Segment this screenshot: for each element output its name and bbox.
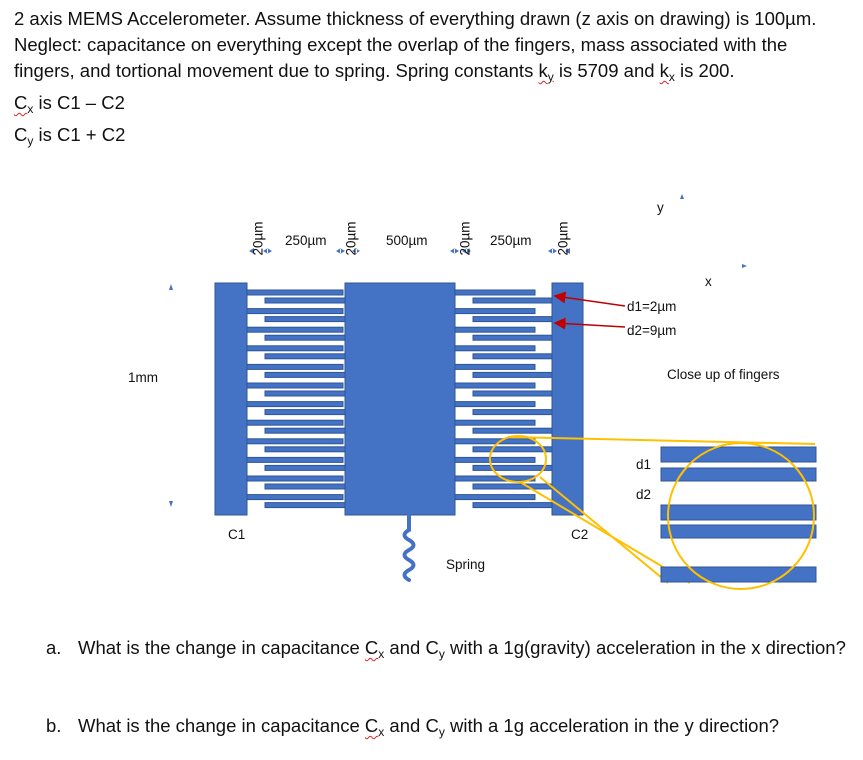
question-b: b. What is the change in capacitance Cx … (46, 713, 846, 745)
mass-finger (264, 297, 346, 304)
mass-finger (264, 464, 346, 471)
closeup-title: Close up of fingers (667, 367, 780, 382)
d1-value: d1=2µm (627, 299, 677, 314)
mass-finger (454, 494, 536, 501)
anchor-finger (246, 289, 344, 296)
anchor-finger (472, 409, 553, 416)
mass-finger (264, 353, 346, 360)
mass-finger (264, 371, 346, 378)
height-dimension-arrow-down (169, 501, 173, 507)
anchor-finger (472, 316, 553, 323)
anchor-finger (472, 464, 553, 471)
dim-height: 1mm (128, 370, 158, 385)
mass-finger (264, 446, 346, 453)
dim-gap-left: 250µm (285, 233, 327, 248)
anchor-finger (246, 438, 344, 445)
proof-mass (344, 282, 456, 516)
anchor-finger (246, 326, 344, 333)
closeup-source-circle (489, 435, 547, 483)
mass-finger (454, 401, 536, 408)
anchor-finger (246, 308, 344, 315)
mass-finger (264, 502, 346, 509)
mass-finger (264, 334, 346, 341)
question-a-text: What is the change in capacitance Cx and… (78, 637, 846, 661)
closeup-link-line-bottom (519, 481, 691, 584)
anchor-finger (472, 446, 553, 453)
mass-finger (264, 483, 346, 490)
x-axis-arrow-icon (742, 264, 747, 268)
mass-finger (454, 289, 536, 296)
anchor-finger (246, 363, 344, 370)
spring-label: Spring (446, 557, 486, 572)
mass-finger (264, 390, 346, 397)
dim-finger-width-right: 20µm (555, 221, 571, 256)
question-a-letter: a. (46, 637, 62, 658)
question-b-letter: b. (46, 715, 62, 736)
spring-icon (402, 513, 416, 582)
anchor-finger (472, 427, 553, 434)
closeup-fingers (660, 446, 817, 583)
mass-finger (264, 316, 346, 323)
dim-gap-right: 250µm (490, 233, 532, 248)
problem-intro: 2 axis MEMS Accelerometer. Assume thickn… (14, 8, 817, 84)
anchor-finger (472, 502, 553, 509)
mass-finger (264, 409, 346, 416)
mass-finger (264, 427, 346, 434)
anchor-finger (246, 382, 344, 389)
cy-definition: Cy is C1 + C2 (14, 124, 126, 148)
anchor-finger (246, 475, 344, 482)
anchor-finger (472, 297, 553, 304)
anchor-finger (246, 494, 344, 501)
anchor-finger (246, 345, 344, 352)
dim-finger-width-mid-right: 20µm (457, 221, 473, 256)
closeup-link-line-bottom-2 (539, 476, 669, 584)
dimension-ticks (249, 248, 570, 254)
right-anchor (551, 282, 584, 516)
question-b-text: What is the change in capacitance Cx and… (78, 715, 780, 739)
closeup-d2-label: d2 (636, 487, 652, 502)
mass-finger (454, 326, 536, 333)
c2-label: C2 (571, 527, 589, 542)
mass-finger (454, 363, 536, 370)
anchor-finger (472, 353, 553, 360)
mass-finger (454, 419, 536, 426)
axis-y-label: y (657, 200, 664, 215)
dim-mass-width: 500µm (386, 233, 428, 248)
d2-pointer-arrow (553, 317, 626, 330)
c1-label: C1 (228, 527, 246, 542)
anchor-finger (472, 483, 553, 490)
right-comb-fingers (454, 289, 553, 509)
ky-symbol: ky (538, 60, 554, 84)
dim-finger-width-mid-left: 20µm (343, 221, 359, 256)
question-a: a. What is the change in capacitance Cx … (46, 635, 846, 667)
kx-symbol: kx (659, 60, 675, 84)
dim-finger-width-left: 20µm (250, 221, 266, 256)
closeup-d1-label: d1 (636, 457, 652, 472)
mass-finger (454, 475, 536, 482)
height-dimension-arrow-up (169, 284, 173, 290)
anchor-finger (472, 371, 553, 378)
closeup-link-line-top (507, 436, 816, 445)
closeup-circle (667, 442, 815, 590)
cx-definition: Cx is C1 – C2 (14, 92, 125, 116)
mass-finger (454, 438, 536, 445)
anchor-finger (472, 334, 553, 341)
anchor-finger (246, 456, 344, 463)
d1-pointer-arrow (553, 291, 626, 307)
mass-finger (454, 456, 536, 463)
anchor-finger (472, 390, 553, 397)
mass-finger (454, 382, 536, 389)
axis-x-label: x (705, 274, 712, 289)
problem-statement: 2 axis MEMS Accelerometer. Assume thickn… (14, 6, 844, 154)
anchor-finger (246, 401, 344, 408)
mass-finger (454, 345, 536, 352)
anchor-finger (246, 419, 344, 426)
left-comb-fingers (246, 289, 346, 509)
y-axis-arrow-icon (680, 194, 684, 199)
left-anchor (214, 282, 248, 516)
mass-finger (454, 308, 536, 315)
d2-value: d2=9µm (627, 323, 677, 338)
